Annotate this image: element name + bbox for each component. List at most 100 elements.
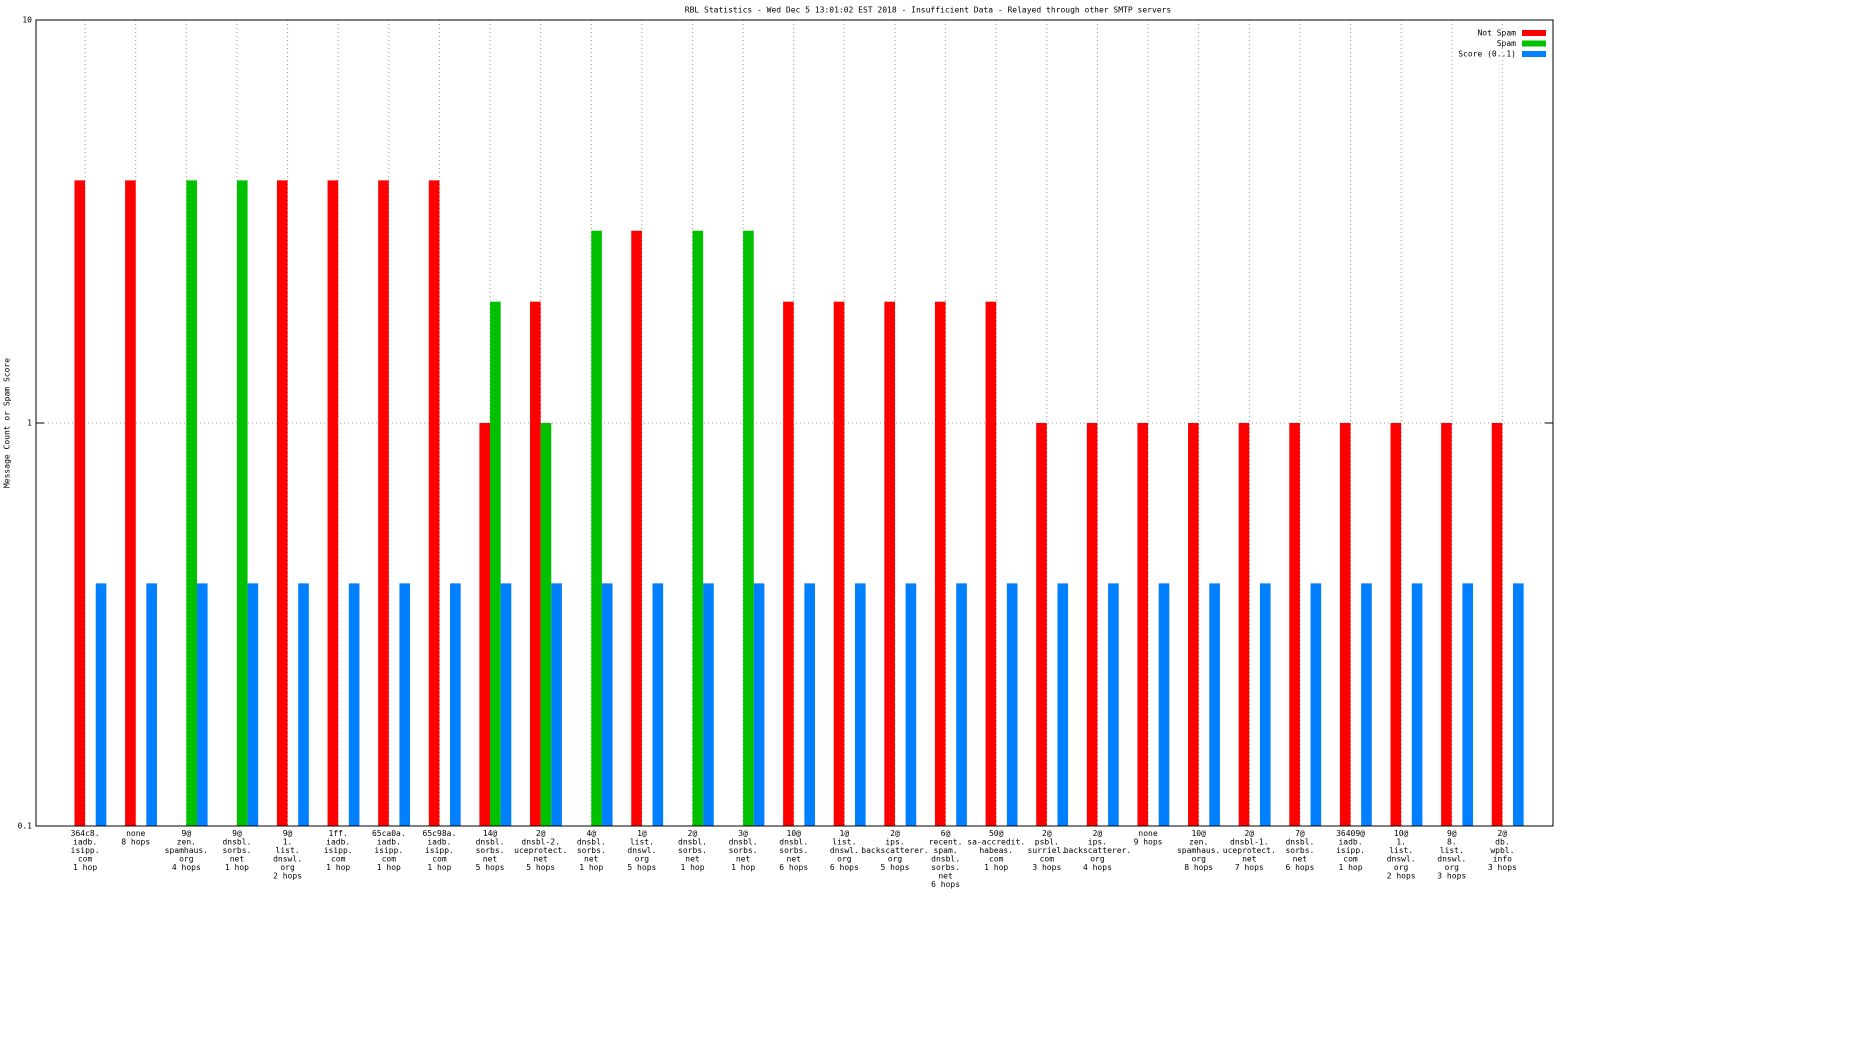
legend-swatch — [1522, 40, 1546, 47]
bar — [905, 583, 917, 826]
bar — [428, 180, 440, 827]
bar — [1491, 423, 1503, 826]
bar — [247, 583, 259, 826]
x-tick-label: 65ca0a. iadb. isipp. com 1 hop — [372, 829, 406, 872]
bar — [1137, 423, 1149, 826]
x-tick-label: 36409@ iadb. isipp. com 1 hop — [1336, 829, 1365, 872]
bar — [804, 583, 815, 826]
legend-label: Not Spam — [1477, 29, 1516, 38]
bar — [196, 583, 208, 826]
bar — [1158, 583, 1170, 826]
legend-label: Score (0..1) — [1458, 50, 1516, 59]
bar — [298, 583, 309, 826]
bar — [1310, 583, 1322, 826]
bar — [631, 230, 642, 826]
x-tick-label: 2@ ips. backscatterer. org 4 hops — [1064, 829, 1131, 872]
bar — [884, 301, 895, 826]
x-tick-label: 364c8. iadb. isipp. com 1 hop — [71, 829, 100, 872]
bar — [753, 583, 765, 826]
x-tick-label: 9@ zen. spamhaus. org 4 hops — [165, 829, 208, 872]
bar — [692, 230, 704, 826]
plot-frame — [35, 19, 1554, 827]
bar — [1057, 583, 1069, 826]
x-tick-label: 2@ dnsbl. sorbs. net 1 hop — [678, 829, 707, 872]
legend-swatch — [1522, 51, 1546, 57]
bar — [327, 180, 339, 827]
bar — [833, 301, 845, 826]
y-tick-label: 1 — [27, 419, 32, 428]
x-tick-label: 1@ list. dnswl. org 5 hops — [627, 829, 656, 872]
y-tick-label: 0.1 — [18, 822, 33, 831]
x-tick-label: none 8 hops — [121, 829, 150, 847]
bar — [1462, 583, 1474, 826]
chart-title: RBL Statistics - Wed Dec 5 13:01:02 EST … — [685, 6, 1172, 15]
x-tick-label: 2@ dnsbl-2. uceprotect. net 5 hops — [514, 829, 567, 872]
x-tick-label: 2@ ips. backscatterer. org 5 hops — [861, 829, 928, 872]
bar — [1259, 583, 1271, 826]
bar — [1289, 423, 1300, 826]
x-tick-label: 4@ dnsbl. sorbs. net 1 hop — [577, 829, 606, 872]
bar — [1209, 583, 1220, 826]
bar — [854, 583, 866, 826]
x-tick-label: 9@ 1. list. dnswl. org 2 hops — [273, 829, 302, 881]
bar — [1390, 423, 1402, 826]
bar — [1108, 583, 1119, 826]
bar — [348, 583, 360, 826]
x-tick-label: 9@ 8. list. dnswl. org 3 hops — [1437, 829, 1466, 881]
bar — [1238, 423, 1250, 826]
bar — [985, 301, 997, 826]
bar — [530, 301, 541, 826]
bar — [1513, 583, 1524, 826]
bar — [276, 180, 288, 827]
bar — [1086, 423, 1098, 826]
legend-label: Spam — [1497, 39, 1516, 48]
x-tick-label: 10@ dnsbl. sorbs. net 6 hops — [779, 829, 808, 872]
x-tick-label: 1@ list. dnswl. org 6 hops — [830, 829, 859, 872]
bar — [378, 180, 389, 827]
bar — [74, 180, 86, 827]
bar — [450, 583, 461, 826]
bar — [186, 180, 197, 827]
x-tick-label: 10@ 1. list. dnswl. org 2 hops — [1387, 829, 1416, 881]
x-tick-label: 2@ psbl. surriel. com 3 hops — [1028, 829, 1067, 872]
bar — [490, 301, 501, 826]
x-tick-label: 6@ recent. spam. dnsbl. sorbs. net 6 hops — [929, 829, 963, 889]
x-tick-label: 50@ sa-accredit. habeas. com 1 hop — [967, 829, 1025, 872]
x-tick-label: 2@ dnsbl-1. uceprotect. net 7 hops — [1223, 829, 1276, 872]
x-tick-label: none 9 hops — [1134, 829, 1163, 847]
bar — [500, 583, 512, 826]
bar — [551, 583, 562, 826]
bar — [1188, 423, 1199, 826]
bar — [956, 583, 967, 826]
bar — [146, 583, 157, 826]
y-axis-label: Message Count or Spam Score — [3, 358, 12, 488]
bar — [783, 301, 794, 826]
x-tick-label: 10@ zen. spamhaus. org 8 hops — [1177, 829, 1220, 872]
bar — [601, 583, 613, 826]
x-tick-label: 2@ db. wpbl. info 3 hops — [1488, 829, 1517, 872]
bar — [652, 583, 664, 826]
x-tick-label: 65c98a. iadb. isipp. com 1 hop — [423, 829, 457, 872]
bar — [743, 230, 754, 826]
bar — [236, 180, 248, 827]
legend-swatch — [1522, 30, 1546, 36]
bar — [1411, 583, 1423, 826]
bar — [125, 180, 136, 827]
bar — [95, 583, 107, 826]
x-tick-label: 3@ dnsbl. sorbs. net 1 hop — [729, 829, 758, 872]
bar — [1036, 423, 1047, 826]
bar — [399, 583, 411, 826]
x-tick-label: 7@ dnsbl. sorbs. net 6 hops — [1285, 829, 1314, 872]
bar — [703, 583, 714, 826]
bar — [1361, 583, 1372, 826]
bar — [540, 423, 552, 826]
bar — [1441, 423, 1452, 826]
x-tick-label: 9@ dnsbl. sorbs. net 1 hop — [222, 829, 251, 872]
bar — [934, 301, 946, 826]
bar — [1006, 583, 1018, 826]
y-tick-label: 10 — [22, 16, 32, 25]
bar — [1339, 423, 1351, 826]
bar — [591, 230, 602, 826]
x-tick-label: 14@ dnsbl. sorbs. net 5 hops — [476, 829, 505, 872]
